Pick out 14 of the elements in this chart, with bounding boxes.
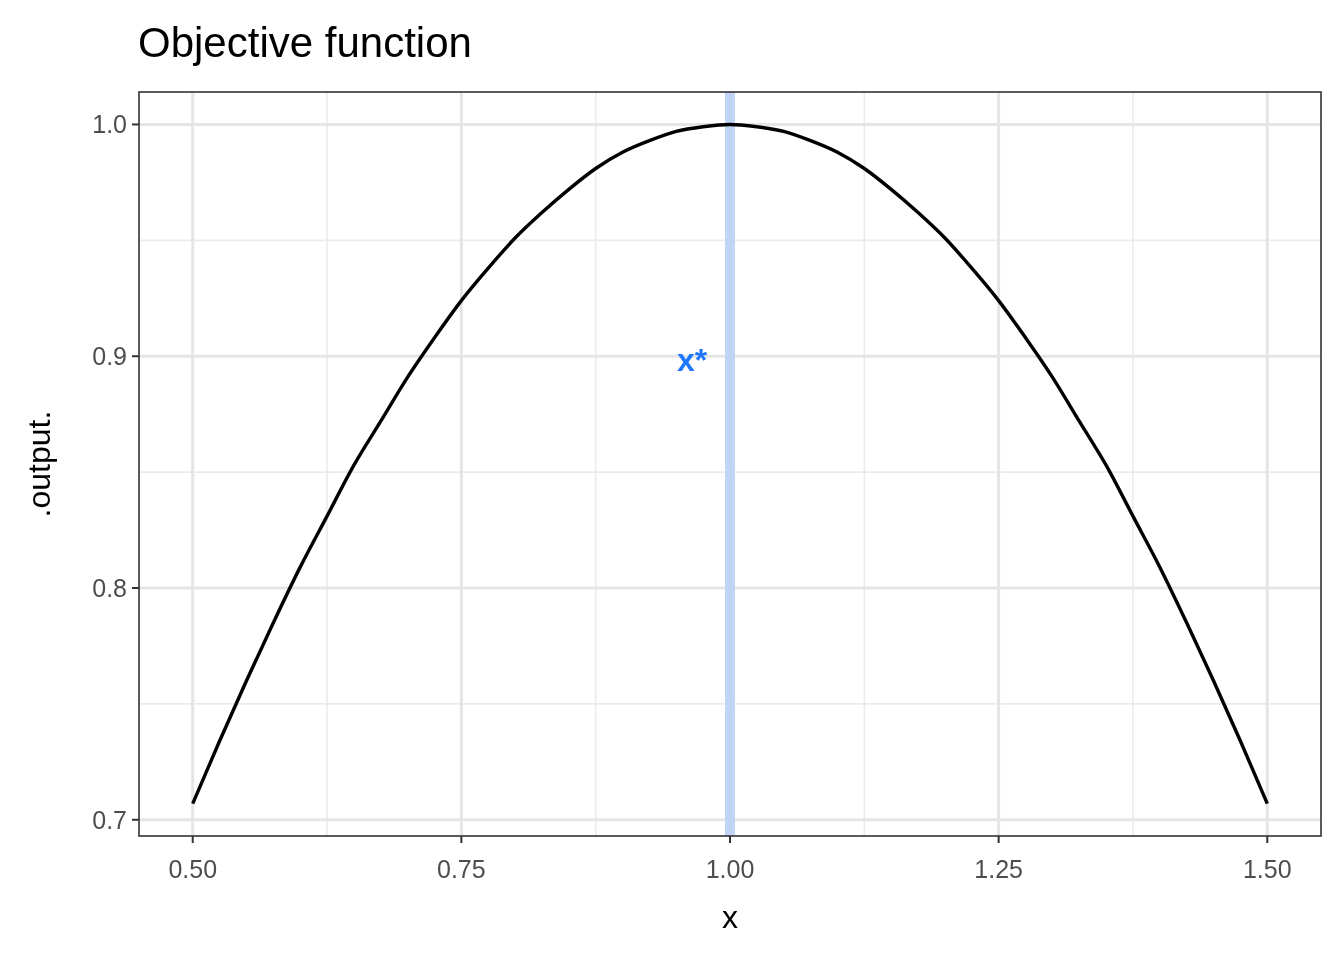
x-tick-label: 0.75 <box>437 855 486 883</box>
ref-line-label: x* <box>676 342 708 379</box>
x-axis-title: x <box>722 899 738 935</box>
line-series <box>191 122 1269 806</box>
x-tick-label: 1.50 <box>1242 855 1292 883</box>
y-tick-label: 1.0 <box>92 110 127 139</box>
y-tick-label: 0.7 <box>92 805 127 834</box>
y-tick-label: 0.8 <box>92 573 127 602</box>
chart-title: Objective function <box>138 19 472 66</box>
x-tick-label: 1.00 <box>705 855 755 883</box>
x-tick-label: 0.50 <box>168 855 218 883</box>
y-axis-title: .output. <box>21 410 57 518</box>
y-tick-label: 0.9 <box>92 341 127 370</box>
x-tick-label: 1.25 <box>974 855 1023 883</box>
